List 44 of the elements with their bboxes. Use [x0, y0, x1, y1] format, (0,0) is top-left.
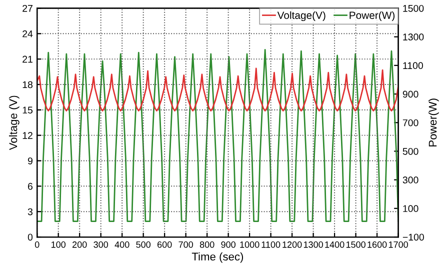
x-axis-title: Time (sec) [192, 252, 244, 263]
y2-tick-label: −100 [402, 234, 424, 241]
x-tick-label: 1600 [368, 241, 387, 248]
y2-tick-label: 700 [402, 119, 418, 126]
y-tick-label: 0 [28, 234, 33, 241]
y-tick-label: 27 [22, 4, 32, 12]
x-tick-label: 200 [72, 241, 87, 248]
x-tick-label: 500 [136, 241, 151, 248]
x-tick-label: 400 [114, 241, 130, 248]
x-tick-label: 0 [34, 241, 40, 248]
x-tick-label: 1100 [262, 241, 280, 248]
y2-tick-label: 900 [402, 90, 418, 98]
y2-tick-label: 500 [402, 148, 418, 155]
y-tick-label: 9 [28, 157, 32, 164]
x-tick-label: 100 [52, 241, 66, 248]
x-tick-label: 1000 [240, 241, 260, 248]
y2-tick-label: 100 [403, 205, 418, 212]
y-tick-label: 12 [22, 132, 32, 139]
x-tick-label: 700 [178, 241, 193, 248]
y2-tick-label: 1500 [403, 4, 424, 12]
y-tick-label: 3 [28, 208, 33, 216]
x-tick-label: 600 [158, 241, 172, 248]
y-tick-label: 24 [22, 30, 33, 38]
y-tick-label: 18 [22, 81, 33, 88]
x-tick-label: 1400 [325, 241, 344, 248]
legend-label: Voltage(V) [277, 11, 326, 22]
y2-axis-title: Power(W) [428, 98, 439, 146]
x-tick-label: 1700 [388, 241, 408, 248]
x-tick-label: 300 [94, 241, 108, 248]
y2-tick-label: 1100 [403, 62, 423, 70]
x-tick-label: 800 [200, 241, 214, 248]
x-tick-label: 900 [221, 241, 236, 248]
legend-label: Power(W) [350, 11, 395, 22]
x-tick-label: 1500 [346, 241, 366, 248]
x-tick-label: 1200 [282, 241, 302, 248]
y-tick-label: 15 [22, 106, 33, 114]
y-tick-label: 6 [28, 182, 33, 190]
y-tick-label: 21 [22, 56, 32, 63]
x-tick-label: 1300 [304, 241, 323, 248]
y2-tick-label: 300 [402, 176, 418, 184]
y2-tick-label: 1300 [403, 34, 424, 40]
y-axis-title: Voltage (V) [8, 96, 20, 150]
line-series [37, 48, 398, 222]
line-series [37, 68, 398, 112]
